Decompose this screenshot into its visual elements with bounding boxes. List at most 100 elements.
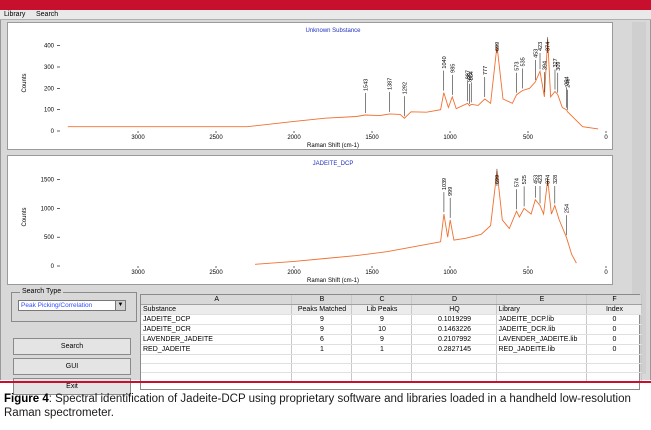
peak-label: 328 — [553, 175, 559, 184]
header-index[interactable]: Index — [586, 304, 642, 315]
search-type-group: Search Type Peak Picking/Correlation ▼ — [11, 288, 137, 322]
header-hq[interactable]: HQ — [411, 304, 497, 315]
peak-label: 327 — [553, 58, 559, 67]
header-library[interactable]: Library — [496, 304, 587, 315]
column-letters-row: A B C D E F — [141, 295, 642, 305]
peak-label: 574 — [514, 178, 520, 187]
cell-peaks-matched: 1 — [291, 344, 352, 355]
cell-substance: JADEITE_DCR — [141, 324, 292, 335]
cell-peaks-matched: 9 — [291, 314, 352, 325]
chart-panel-unknown: Unknown Substance Counts 0 100 200 300 400 3000… — [7, 22, 613, 150]
header-peaks-matched[interactable]: Peaks Matched — [291, 304, 352, 315]
cell-substance: LAVENDER_JADEITE — [141, 334, 292, 345]
peak-label: 453 — [533, 49, 539, 58]
x-tick-label: 0 — [604, 135, 608, 141]
menu-search[interactable]: Search — [36, 11, 59, 18]
cell-lib-peaks: 9 — [351, 334, 412, 345]
table-row-empty — [141, 363, 642, 373]
peak-label: 864 — [469, 71, 475, 80]
search-type-select[interactable]: Peak Picking/Correlation ▼ — [18, 300, 126, 311]
cell-hq: 0.1019299 — [411, 314, 497, 325]
table-row[interactable]: JADEITE_DCP 9 9 0.1019299 JADEITE_DCP.li… — [141, 314, 642, 325]
x-tick-label: 1000 — [443, 135, 457, 141]
peak-label: 453 — [533, 175, 539, 184]
vertical-scrollbar[interactable] — [632, 22, 646, 374]
peak-label: 1040 — [442, 56, 448, 68]
x-axis-label: Raman Shift (cm-1) — [307, 143, 359, 149]
cell-lib-peaks: 9 — [351, 314, 412, 325]
table-row[interactable]: JADEITE_DCR 9 10 0.1463226 JADEITE_DCR.l… — [141, 324, 642, 335]
col-letter: C — [351, 295, 412, 305]
peak-label: 1292 — [402, 82, 408, 94]
peak-label: 374 — [546, 175, 552, 184]
peak-label: 254 — [564, 76, 570, 85]
x-tick-label: 2000 — [287, 270, 301, 276]
header-substance[interactable]: Substance — [141, 304, 292, 315]
peak-label: 246 — [566, 79, 572, 88]
search-button[interactable]: Search — [13, 338, 131, 355]
menu-library[interactable]: Library — [4, 11, 26, 18]
x-tick-label: 500 — [523, 270, 534, 276]
peak-label: 875 — [468, 73, 474, 82]
peak-label: 573 — [515, 62, 521, 71]
header-lib-peaks[interactable]: Lib Peaks — [351, 304, 412, 315]
y-tick-label: 300 — [44, 65, 55, 71]
col-letter: E — [496, 295, 587, 305]
cell-peaks-matched: 9 — [291, 324, 352, 335]
y-tick-label: 0 — [51, 129, 55, 135]
cell-library: LAVENDER_JADEITE.lib — [496, 334, 587, 345]
peak-label: 1387 — [388, 78, 394, 90]
search-type-value: Peak Picking/Correlation — [21, 302, 93, 309]
x-tick-label: 1500 — [365, 270, 379, 276]
cell-hq: 0.1463226 — [411, 324, 497, 335]
y-axis-label: Counts — [22, 207, 28, 226]
peak-label: 525 — [522, 175, 528, 184]
chart-title: JADEITE_DCP — [313, 161, 354, 167]
search-area: Search Type Peak Picking/Correlation ▼ S… — [7, 288, 643, 398]
cell-lib-peaks: 1 — [351, 344, 412, 355]
y-tick-label: 400 — [44, 44, 55, 50]
caption-divider — [0, 381, 651, 383]
caption-label: Figure 4 — [4, 393, 49, 405]
peak-label: 535 — [521, 57, 527, 66]
gui-button[interactable]: GUI — [13, 358, 131, 375]
header-row: Substance Peaks Matched Lib Peaks HQ Lib… — [141, 304, 642, 315]
x-tick-label: 2500 — [209, 135, 223, 141]
chart-panel-library: JADEITE_DCP Counts 0 500 1000 1500 3000 2500 200… — [7, 155, 613, 285]
cell-substance: RED_JADEITE — [141, 344, 292, 355]
peak-label: 887 — [466, 70, 472, 79]
chevron-down-icon[interactable]: ▼ — [115, 301, 125, 310]
cell-lib-peaks: 10 — [351, 324, 412, 335]
x-tick-label: 500 — [523, 135, 534, 141]
cell-index: 0 — [586, 344, 642, 355]
peak-label: 1039 — [442, 178, 448, 190]
x-tick-label: 2000 — [287, 135, 301, 141]
table-row-empty — [141, 354, 642, 364]
app-window: Unknown Substance Counts 0 100 200 300 400 3000… — [0, 20, 651, 395]
table-row[interactable]: LAVENDER_JADEITE 6 9 0.2107992 LAVENDER_… — [141, 334, 642, 345]
peak-label: 309 — [556, 62, 562, 71]
peak-label: 999 — [448, 187, 454, 196]
y-tick-label: 200 — [44, 86, 55, 92]
x-tick-label: 1000 — [443, 270, 457, 276]
x-tick-label: 1500 — [365, 135, 379, 141]
results-grid[interactable]: A B C D E F Substance Peaks Matched Lib … — [140, 294, 642, 390]
peak-label: 985 — [450, 64, 456, 73]
cell-index: 0 — [586, 324, 642, 335]
peak-label: 374 — [546, 42, 552, 51]
peak-label: 1543 — [363, 79, 369, 91]
peak-label: 394 — [543, 61, 549, 70]
cell-peaks-matched: 6 — [291, 334, 352, 345]
y-tick-label: 100 — [44, 108, 55, 114]
figure-caption: Figure 4: Spectral identification of Jad… — [0, 382, 651, 430]
spectrum-line — [254, 170, 577, 265]
peak-label: 423 — [538, 175, 544, 184]
table-row[interactable]: RED_JADEITE 1 1 0.2827145 RED_JADEITE.li… — [141, 344, 642, 355]
y-tick-label: 1000 — [41, 206, 55, 212]
x-axis-label: Raman Shift (cm-1) — [307, 278, 359, 284]
cell-index: 0 — [586, 334, 642, 345]
peak-label: 777 — [483, 66, 489, 75]
search-type-label: Search Type — [20, 288, 64, 295]
y-tick-label: 500 — [44, 235, 55, 241]
cell-library: JADEITE_DCR.lib — [496, 324, 587, 335]
